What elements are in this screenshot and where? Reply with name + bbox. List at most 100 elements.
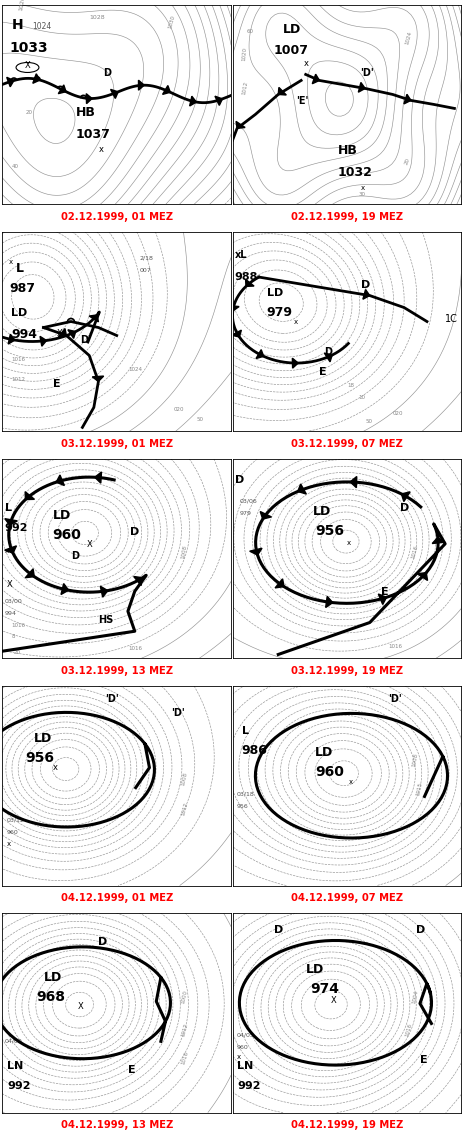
Text: X: X (25, 62, 30, 71)
Polygon shape (5, 546, 16, 553)
Text: HS: HS (99, 614, 113, 625)
Text: HB: HB (338, 145, 358, 157)
Polygon shape (417, 572, 427, 580)
Text: 03/12: 03/12 (7, 817, 25, 823)
Text: 1012: 1012 (12, 377, 26, 382)
Text: 1004: 1004 (411, 990, 419, 1004)
Text: 2/18: 2/18 (140, 255, 153, 261)
Polygon shape (256, 350, 264, 359)
Text: 994: 994 (12, 327, 38, 341)
Text: X: X (331, 995, 337, 1004)
Text: E: E (53, 380, 60, 390)
Text: 04/00: 04/00 (5, 1039, 22, 1044)
Polygon shape (278, 88, 286, 95)
Text: 1016: 1016 (12, 622, 26, 627)
Text: 020: 020 (392, 412, 403, 416)
Text: HB: HB (75, 106, 95, 120)
Polygon shape (25, 491, 34, 499)
Text: 992: 992 (7, 1081, 30, 1091)
Polygon shape (95, 472, 101, 483)
Text: X: X (7, 579, 13, 588)
Text: D: D (235, 474, 244, 484)
Text: 03/06: 03/06 (239, 498, 257, 504)
Text: 1016: 1016 (181, 1051, 190, 1066)
Text: 1020: 1020 (242, 47, 248, 62)
Text: D: D (71, 551, 79, 561)
Text: 1012: 1012 (181, 1023, 189, 1037)
Text: D: D (99, 937, 108, 947)
Polygon shape (298, 484, 306, 494)
Text: xL: xL (235, 250, 247, 260)
Text: 1015: 1015 (416, 782, 423, 797)
Polygon shape (163, 86, 170, 95)
Text: 'D': 'D' (172, 708, 186, 718)
Text: x: x (304, 59, 308, 68)
Text: x: x (9, 259, 13, 264)
Polygon shape (236, 121, 245, 129)
Text: 1016: 1016 (388, 644, 402, 650)
Text: x: x (361, 186, 365, 192)
Polygon shape (40, 336, 46, 347)
Text: 'D': 'D' (105, 694, 119, 703)
Text: 1037: 1037 (75, 129, 110, 141)
Polygon shape (404, 95, 411, 104)
Text: 20: 20 (14, 651, 21, 656)
Text: D: D (131, 527, 140, 537)
Text: 04.12.1999, 07 MEZ: 04.12.1999, 07 MEZ (291, 893, 403, 903)
Polygon shape (190, 96, 196, 106)
Text: D: D (324, 348, 332, 358)
Polygon shape (325, 353, 332, 361)
Text: 1008: 1008 (181, 772, 189, 787)
Text: X: X (87, 539, 93, 548)
Text: 1008: 1008 (411, 752, 418, 767)
Text: 'D': 'D' (361, 68, 374, 79)
Polygon shape (111, 89, 118, 98)
Text: LD: LD (312, 505, 331, 518)
Text: 04.12.1999, 19 MEZ: 04.12.1999, 19 MEZ (291, 1121, 403, 1130)
Polygon shape (232, 331, 241, 337)
Text: 04/05: 04/05 (237, 1033, 255, 1037)
Text: 974: 974 (310, 982, 339, 996)
Text: 992: 992 (5, 522, 28, 532)
Polygon shape (275, 579, 284, 588)
Text: x: x (53, 763, 58, 772)
Text: x: x (5, 547, 9, 554)
Polygon shape (215, 96, 222, 105)
Text: 03/18: 03/18 (237, 791, 255, 797)
Text: 18: 18 (347, 383, 354, 389)
Text: 60: 60 (246, 28, 253, 33)
Polygon shape (292, 358, 298, 368)
Text: LN: LN (7, 1060, 23, 1070)
Text: 1024: 1024 (128, 367, 142, 373)
Text: 1028: 1028 (89, 15, 105, 19)
Polygon shape (25, 569, 34, 578)
Text: 1012: 1012 (242, 81, 249, 96)
Text: D: D (274, 925, 283, 935)
Text: 960: 960 (53, 528, 81, 542)
Text: E: E (420, 1054, 428, 1065)
Polygon shape (139, 80, 144, 90)
Polygon shape (133, 577, 143, 586)
Text: 1007: 1007 (274, 44, 309, 57)
Text: 'D': 'D' (388, 694, 402, 703)
Polygon shape (250, 548, 262, 555)
Text: X: X (57, 328, 63, 337)
Text: 988: 988 (235, 271, 258, 282)
Text: 007: 007 (140, 268, 151, 272)
Text: X: X (78, 1002, 84, 1011)
Text: L: L (242, 726, 249, 735)
Text: 02.12.1999, 01 MEZ: 02.12.1999, 01 MEZ (60, 212, 173, 222)
Text: 'E': 'E' (297, 97, 309, 106)
Polygon shape (379, 594, 386, 604)
Text: LD: LD (34, 732, 53, 744)
Text: 20: 20 (25, 111, 32, 115)
Text: 1016: 1016 (128, 646, 142, 651)
Text: 1C: 1C (445, 314, 458, 324)
Text: E: E (128, 1065, 136, 1075)
Polygon shape (56, 475, 64, 486)
Polygon shape (7, 78, 14, 87)
Text: 40: 40 (12, 164, 19, 170)
Text: 20: 20 (404, 157, 411, 165)
Text: D: D (399, 503, 409, 513)
Text: D: D (103, 68, 111, 79)
